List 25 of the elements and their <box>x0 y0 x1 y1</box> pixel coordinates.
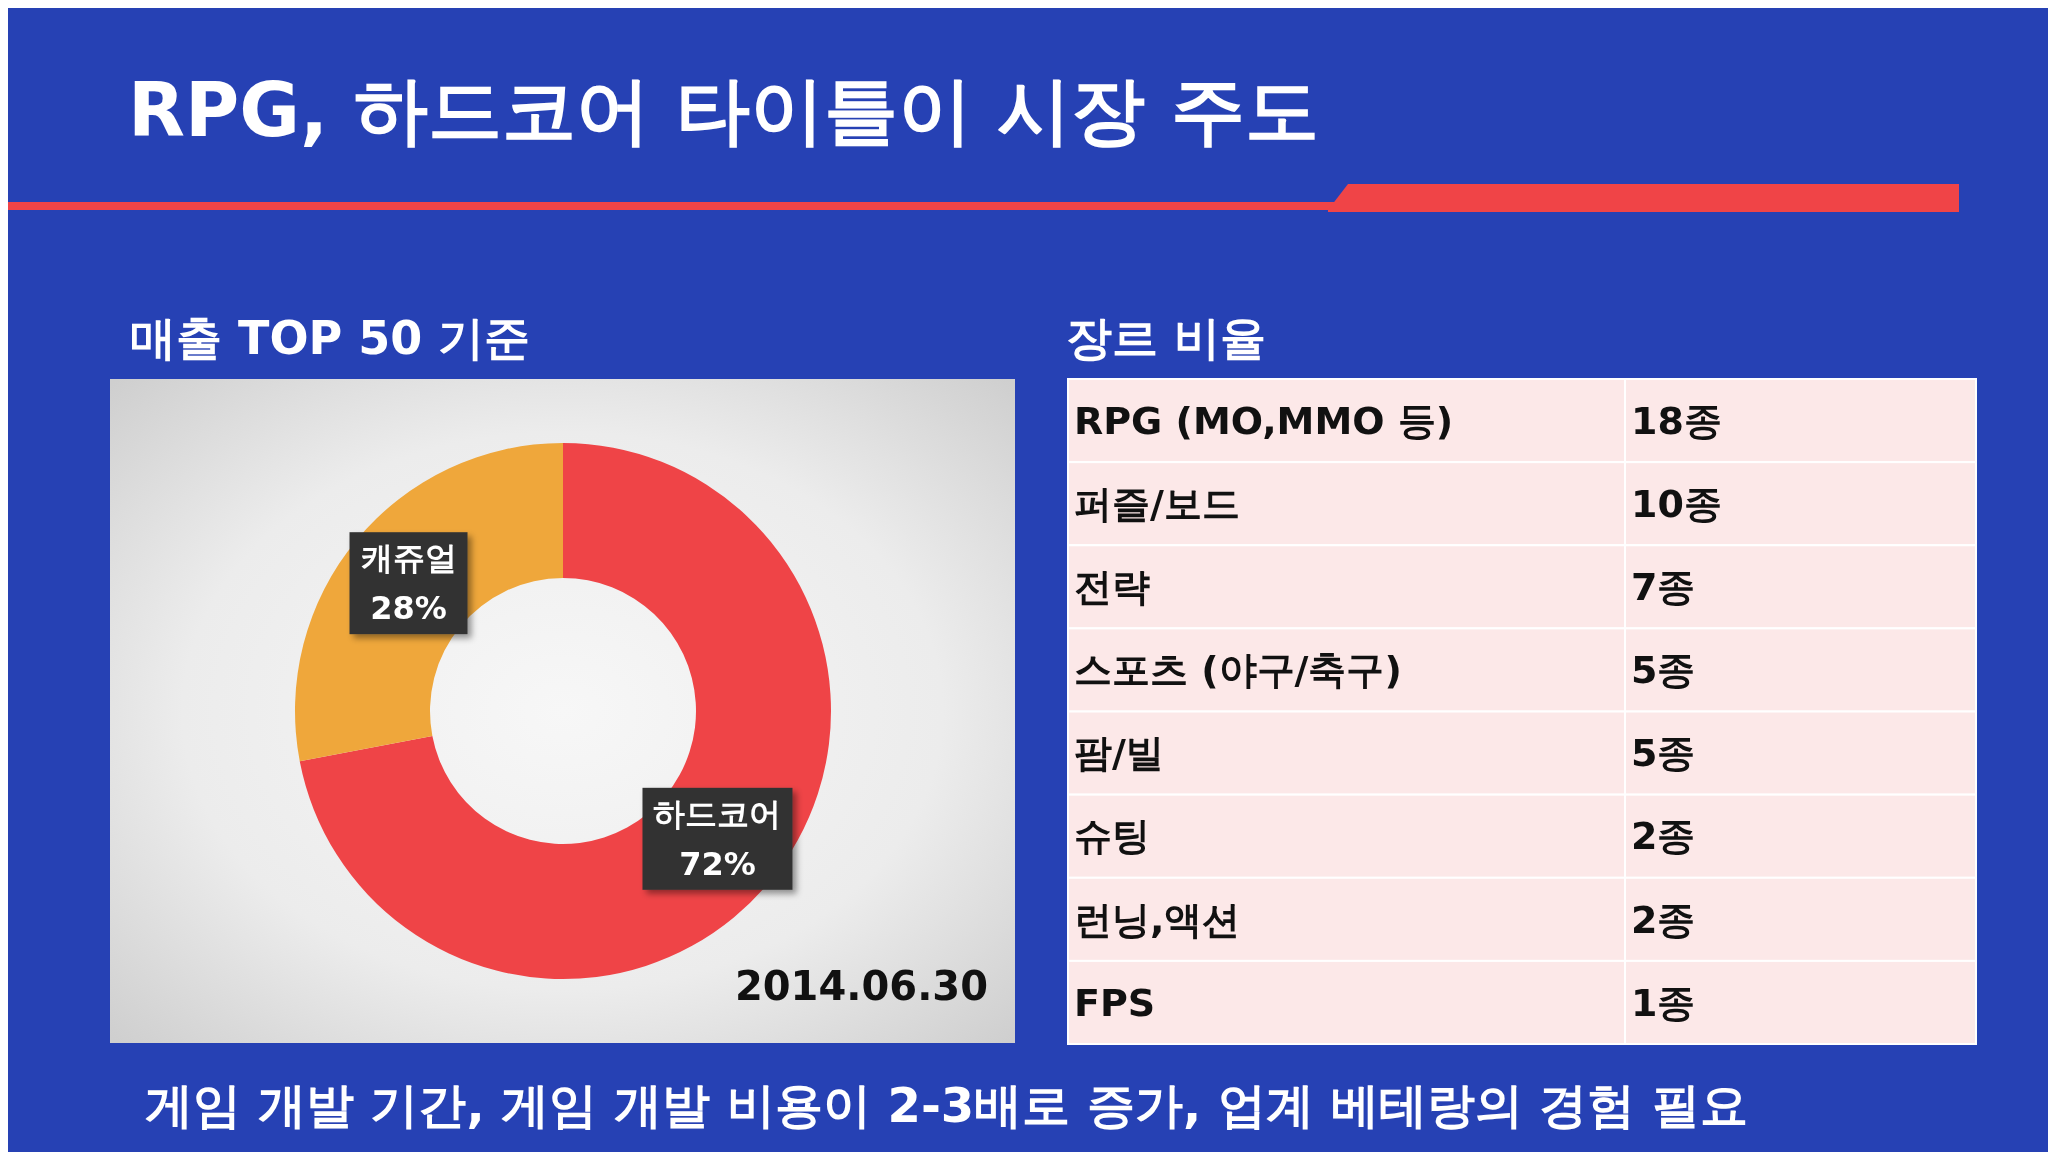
category-label: RPG (MO,MMO 등) <box>1074 398 1454 443</box>
slice-label: 하드코어 <box>653 795 782 833</box>
chart-subtitle: 매출 TOP 50 기준 <box>130 311 531 365</box>
data-label: 2종 <box>1631 814 1696 859</box>
category-label: FPS <box>1074 980 1156 1025</box>
data-label: 10종 <box>1631 481 1722 526</box>
chart-title: RPG, 하드코어 타이틀이 시장 주도 <box>128 67 1320 153</box>
category-label: 퍼즐/보드 <box>1074 481 1240 526</box>
text: 2014.06.30 <box>734 963 988 1009</box>
data-label: 28% <box>370 589 447 628</box>
data-label: 2종 <box>1631 897 1696 942</box>
slice-label: 캐쥬얼 <box>360 539 457 578</box>
data-label: 7종 <box>1631 565 1696 610</box>
category-label: 슈팅 <box>1074 814 1150 859</box>
text: 게임 개발 기간, 게임 개발 비용이 2-3배로 증가, 업계 베테랑의 경험 필요 <box>145 1077 1749 1133</box>
category-label: 스포츠 (야구/축구) <box>1074 648 1402 693</box>
data-label: 18종 <box>1631 398 1722 443</box>
category-label: 전략 <box>1074 565 1150 610</box>
category-label: 팜/빌 <box>1074 731 1164 776</box>
category-label: 런닝,액션 <box>1074 897 1241 942</box>
data-label: 5종 <box>1631 648 1696 693</box>
text: 장르 비율 <box>1066 311 1267 365</box>
data-label: 72% <box>679 845 756 883</box>
data-label: 5종 <box>1631 731 1696 776</box>
data-label: 1종 <box>1631 980 1696 1025</box>
